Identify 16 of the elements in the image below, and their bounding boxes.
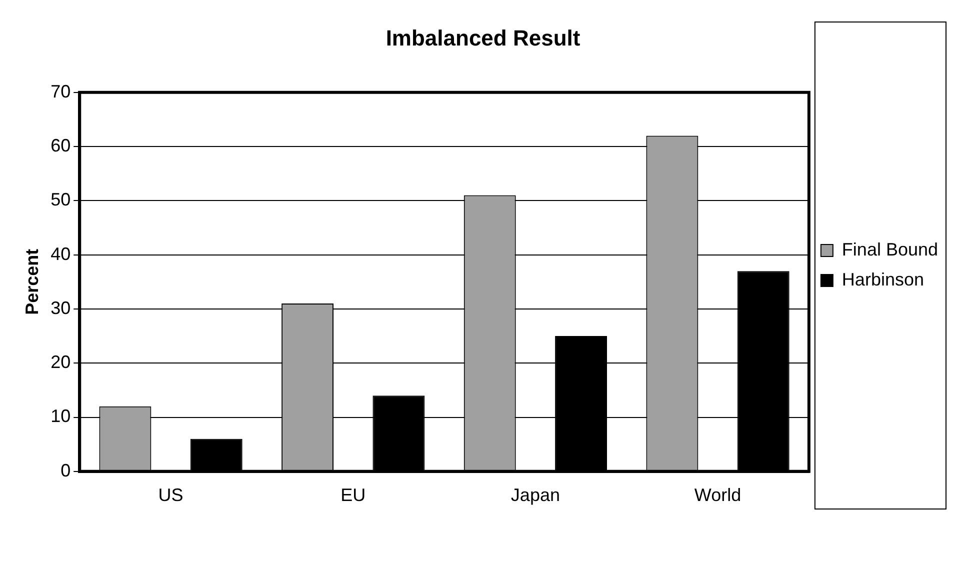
x-tick-label: EU <box>340 485 366 506</box>
legend-label: Harbinson <box>842 269 924 290</box>
y-tick-label: 70 <box>50 81 71 102</box>
y-axis-title: Percent <box>22 248 42 315</box>
y-tick-label: 50 <box>50 190 71 210</box>
y-tick-label: 10 <box>50 406 71 426</box>
y-tick-label: 0 <box>60 460 71 480</box>
chart-title: Imbalanced Result <box>386 25 581 50</box>
y-tick-label: 20 <box>50 352 71 372</box>
y-tick-label: 60 <box>50 136 71 156</box>
legend-label: Final Bound <box>842 239 938 260</box>
y-tick-label: 30 <box>50 298 71 318</box>
x-tick-label: Japan <box>510 485 560 506</box>
y-tick-label: 40 <box>50 244 71 264</box>
x-tick-label: US <box>158 485 184 506</box>
x-tick-label: World <box>694 485 742 506</box>
